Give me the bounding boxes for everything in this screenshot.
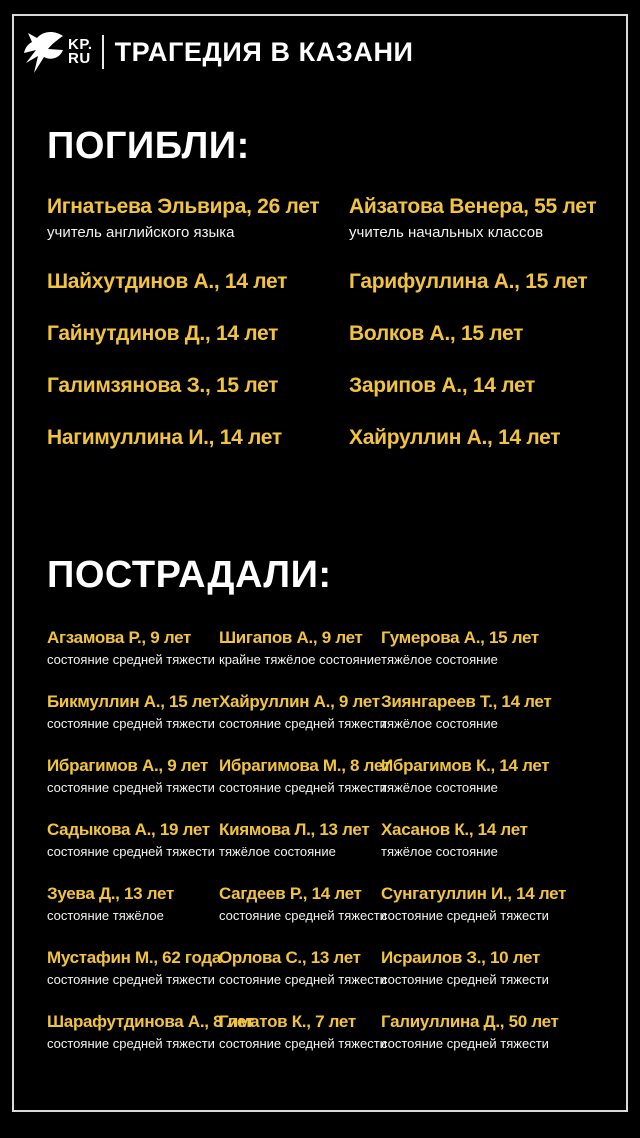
person-name: Киямова Л., 13 лет bbox=[219, 820, 370, 839]
person-status: состояние средней тяжести bbox=[219, 780, 387, 795]
person-entry: Зарипов А., 14 лет bbox=[349, 374, 626, 398]
person-status: состояние средней тяжести bbox=[47, 716, 215, 731]
person-entry: Сагдеев Р., 14 лет состояние средней тяж… bbox=[219, 884, 387, 924]
kp-logo-line2: RU bbox=[68, 50, 91, 67]
kp-ru-logo: KP. RU bbox=[68, 35, 93, 67]
person-name: Ибрагимов К., 14 лет bbox=[381, 756, 550, 775]
person-entry: Гиматов К., 7 лет состояние средней тяже… bbox=[219, 1012, 387, 1052]
person-entry: Волков А., 15 лет bbox=[349, 322, 626, 346]
kp-logo-line1: KP. bbox=[68, 35, 93, 53]
person-name: Волков А., 15 лет bbox=[349, 322, 524, 345]
person-name: Хайруллин А., 14 лет bbox=[349, 426, 561, 449]
swallow-bird-icon bbox=[24, 30, 64, 74]
person-entry: Гайнутдинов Д., 14 лет bbox=[47, 322, 349, 346]
person-name: Бикмуллин А., 15 лет bbox=[47, 692, 220, 711]
person-entry: Гарифуллина А., 15 лет bbox=[349, 270, 626, 294]
person-status: состояние средней тяжести bbox=[219, 716, 387, 731]
person-name: Сагдеев Р., 14 лет bbox=[219, 884, 362, 903]
person-status: состояние средней тяжести bbox=[47, 780, 215, 795]
person-name: Сунгатуллин И., 14 лет bbox=[381, 884, 567, 903]
person-entry: Игнатьева Эльвира, 26 лет учитель англий… bbox=[47, 195, 349, 242]
person-entry: Галиуллина Д., 50 лет состояние средней … bbox=[381, 1012, 626, 1052]
person-status: состояние средней тяжести bbox=[47, 1036, 215, 1051]
deceased-heading: ПОГИБЛИ: bbox=[47, 125, 250, 167]
person-name: Игнатьева Эльвира, 26 лет bbox=[47, 195, 320, 218]
person-entry: Мустафин М., 62 года состояние средней т… bbox=[47, 948, 221, 988]
person-name: Исраилов З., 10 лет bbox=[381, 948, 540, 967]
person-name: Шигапов А., 9 лет bbox=[219, 628, 363, 647]
person-entry: Зуева Д., 13 лет состояние тяжёлое bbox=[47, 884, 219, 924]
person-name: Гиматов К., 7 лет bbox=[219, 1012, 356, 1031]
person-entry: Агзамова Р., 9 лет состояние средней тяж… bbox=[47, 628, 219, 668]
person-entry: Хайруллин А., 9 лет состояние средней тя… bbox=[219, 692, 387, 732]
person-status: тяжёлое состояние bbox=[381, 780, 498, 795]
masthead-title: ТРАГЕДИЯ В КАЗАНИ bbox=[114, 36, 414, 67]
person-entry: Гумерова А., 15 лет тяжёлое состояние bbox=[381, 628, 626, 668]
person-name: Агзамова Р., 9 лет bbox=[47, 628, 192, 647]
person-entry: Шайхутдинов А., 14 лет bbox=[47, 270, 349, 294]
person-status: состояние средней тяжести bbox=[219, 908, 387, 923]
person-status: состояние средней тяжести bbox=[47, 652, 215, 667]
person-status: учитель начальных классов bbox=[349, 224, 544, 241]
person-name: Зарипов А., 14 лет bbox=[349, 374, 536, 397]
person-entry: Хайруллин А., 14 лет bbox=[349, 426, 626, 450]
person-status: учитель английского языка bbox=[47, 224, 235, 241]
person-name: Хасанов К., 14 лет bbox=[381, 820, 528, 839]
person-entry: Айзатова Венера, 55 лет учитель начальны… bbox=[349, 195, 626, 242]
person-status: состояние тяжёлое bbox=[47, 908, 164, 923]
person-status: состояние средней тяжести bbox=[47, 972, 215, 987]
person-entry: Ибрагимов А., 9 лет состояние средней тя… bbox=[47, 756, 219, 796]
person-name: Зиянгареев Т., 14 лет bbox=[381, 692, 552, 711]
person-status: крайне тяжёлое состояние bbox=[219, 652, 382, 667]
person-name: Ибрагимова М., 8 лет bbox=[219, 756, 391, 775]
person-status: тяжёлое состояние bbox=[381, 844, 498, 859]
person-status: тяжёлое состояние bbox=[381, 716, 498, 731]
masthead: KP. RU ТРАГЕДИЯ В КАЗАНИ bbox=[14, 16, 626, 77]
person-status: состояние средней тяжести bbox=[47, 844, 215, 859]
person-entry: Шарафутдинова А., 8 лет состояние средне… bbox=[47, 1012, 254, 1052]
person-name: Галиуллина Д., 50 лет bbox=[381, 1012, 559, 1031]
person-name: Ибрагимов А., 9 лет bbox=[47, 756, 209, 775]
person-entry: Киямова Л., 13 лет тяжёлое состояние bbox=[219, 820, 381, 860]
person-entry: Садыкова А., 19 лет состояние средней тя… bbox=[47, 820, 219, 860]
person-name: Хайруллин А., 9 лет bbox=[219, 692, 380, 711]
person-entry: Зиянгареев Т., 14 лет тяжёлое состояние bbox=[381, 692, 626, 732]
person-name: Гарифуллина А., 15 лет bbox=[349, 270, 588, 293]
person-name: Гайнутдинов Д., 14 лет bbox=[47, 322, 279, 345]
person-entry: Исраилов З., 10 лет состояние средней тя… bbox=[381, 948, 626, 988]
person-entry: Орлова С., 13 лет состояние средней тяже… bbox=[219, 948, 387, 988]
person-name: Шайхутдинов А., 14 лет bbox=[47, 270, 288, 293]
injured-heading: ПОСТРАДАЛИ: bbox=[47, 554, 332, 596]
person-status: состояние средней тяжести bbox=[381, 972, 549, 987]
person-entry: Сунгатуллин И., 14 лет состояние средней… bbox=[381, 884, 626, 924]
person-name: Садыкова А., 19 лет bbox=[47, 820, 210, 839]
person-name: Айзатова Венера, 55 лет bbox=[349, 195, 597, 218]
person-entry: Ибрагимова М., 8 лет состояние средней т… bbox=[219, 756, 391, 796]
person-entry: Ибрагимов К., 14 лет тяжёлое состояние bbox=[381, 756, 626, 796]
person-status: тяжёлое состояние bbox=[381, 652, 498, 667]
infographic-frame: KP. RU ТРАГЕДИЯ В КАЗАНИ ПОГИБЛИ: Игнать… bbox=[12, 14, 628, 1112]
person-entry: Хасанов К., 14 лет тяжёлое состояние bbox=[381, 820, 626, 860]
person-name: Нагимуллина И., 14 лет bbox=[47, 426, 282, 449]
person-status: состояние средней тяжести bbox=[381, 908, 549, 923]
person-name: Орлова С., 13 лет bbox=[219, 948, 361, 967]
person-status: состояние средней тяжести bbox=[219, 1036, 387, 1051]
person-name: Зуева Д., 13 лет bbox=[47, 884, 174, 903]
person-name: Галимзянова З., 15 лет bbox=[47, 374, 279, 397]
person-name: Мустафин М., 62 года bbox=[47, 948, 221, 967]
injured-list: Агзамова Р., 9 лет состояние средней тяж… bbox=[14, 628, 626, 1052]
deceased-list: Игнатьева Эльвира, 26 лет учитель англий… bbox=[14, 195, 626, 450]
person-status: тяжёлое состояние bbox=[219, 844, 336, 859]
person-name: Шарафутдинова А., 8 лет bbox=[47, 1012, 254, 1031]
person-entry: Шигапов А., 9 лет крайне тяжёлое состоян… bbox=[219, 628, 381, 668]
logo-divider bbox=[101, 35, 104, 69]
person-entry: Галимзянова З., 15 лет bbox=[47, 374, 349, 398]
person-entry: Бикмуллин А., 15 лет состояние средней т… bbox=[47, 692, 219, 732]
person-status: состояние средней тяжести bbox=[381, 1036, 549, 1051]
person-entry: Нагимуллина И., 14 лет bbox=[47, 426, 349, 450]
person-name: Гумерова А., 15 лет bbox=[381, 628, 539, 647]
person-status: состояние средней тяжести bbox=[219, 972, 387, 987]
